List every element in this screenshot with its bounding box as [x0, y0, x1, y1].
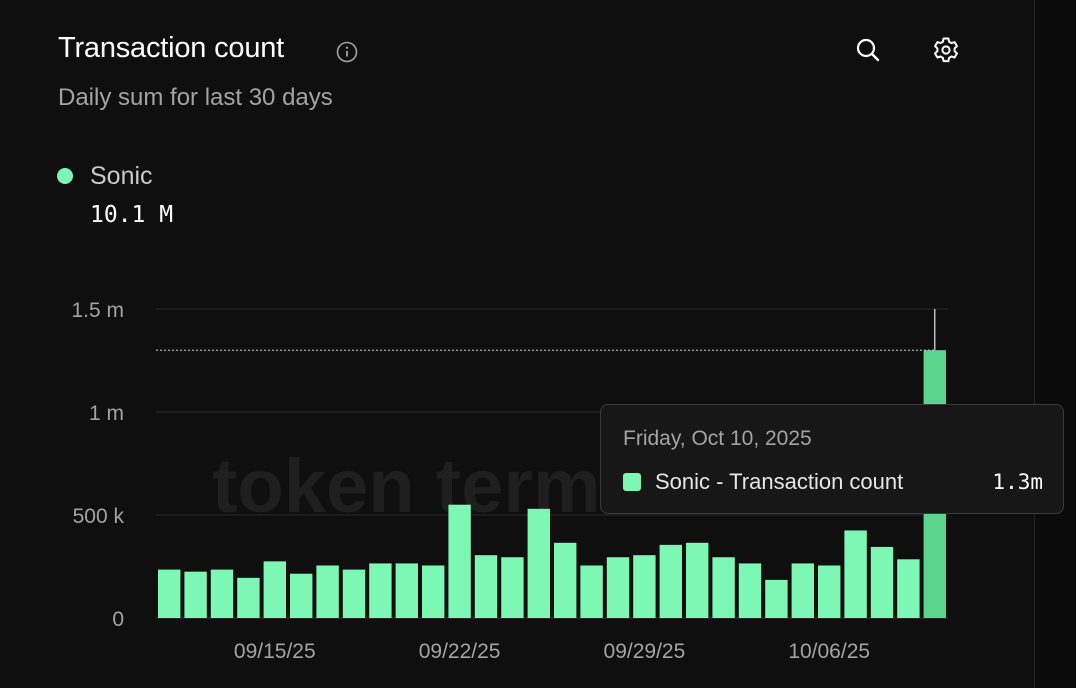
bar — [818, 565, 841, 618]
bar — [237, 577, 260, 618]
bar — [342, 569, 366, 618]
tooltip-swatch — [623, 473, 641, 491]
bar — [870, 546, 894, 618]
bar — [659, 544, 682, 618]
chart-subtitle: Daily sum for last 30 days — [58, 84, 333, 111]
tooltip-value: 1.3m — [992, 470, 1043, 494]
bar — [448, 504, 471, 618]
bar — [738, 563, 762, 618]
x-tick-label: 09/15/25 — [234, 640, 316, 663]
y-tick-label: 1.5 m — [71, 299, 124, 322]
bar — [184, 571, 207, 618]
bar — [422, 565, 445, 618]
bar — [290, 573, 313, 618]
y-tick-label: 500 k — [73, 505, 125, 528]
legend-series-name: Sonic — [90, 162, 153, 190]
bar — [395, 563, 418, 618]
tooltip-date: Friday, Oct 10, 2025 — [623, 427, 812, 450]
bar — [527, 508, 550, 618]
info-icon[interactable] — [336, 41, 358, 63]
bar — [844, 530, 867, 618]
bar — [580, 565, 603, 618]
bar — [633, 555, 656, 618]
x-tick-label: 09/22/25 — [419, 640, 501, 663]
bar — [210, 569, 234, 618]
bar — [686, 542, 709, 618]
bar — [369, 563, 392, 618]
bar — [316, 565, 339, 618]
bar — [897, 559, 920, 618]
bar — [158, 569, 181, 618]
bar — [554, 542, 577, 618]
bar — [712, 557, 735, 618]
y-tick-label: 1 m — [89, 402, 124, 425]
x-tick-label: 10/06/25 — [788, 640, 870, 663]
search-icon[interactable] — [854, 36, 882, 64]
tooltip-series-label: Sonic - Transaction count — [655, 469, 904, 494]
bar — [501, 557, 524, 618]
bar — [765, 579, 788, 618]
gear-icon[interactable] — [932, 36, 960, 64]
legend-total-value: 10.1 M — [90, 202, 174, 228]
x-tick-label: 09/29/25 — [604, 640, 686, 663]
chart-title: Transaction count — [58, 32, 285, 64]
legend-dot — [57, 168, 73, 184]
bar — [606, 557, 630, 618]
y-tick-label: 0 — [112, 608, 124, 631]
chart-tooltip: Friday, Oct 10, 2025 Sonic - Transaction… — [600, 404, 1064, 514]
bar — [263, 561, 286, 618]
bar — [474, 555, 498, 618]
bar — [791, 563, 814, 618]
